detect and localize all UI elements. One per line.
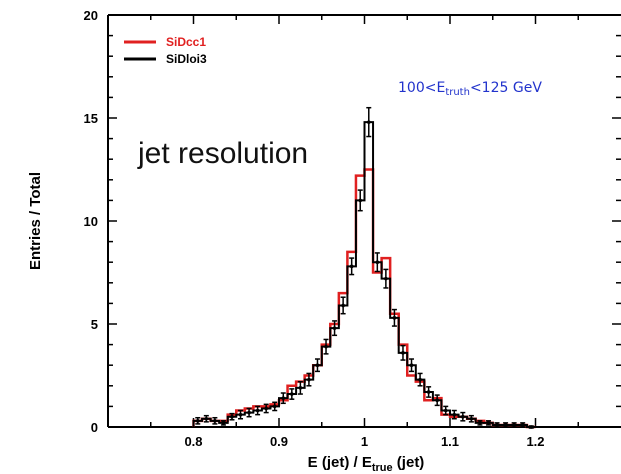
x-axis-title: E (jet) / Etrue (jet) bbox=[308, 454, 425, 474]
data-point-sidloi3 bbox=[495, 423, 499, 427]
x-tick-label: 1.1 bbox=[441, 434, 459, 449]
data-point-sidloi3 bbox=[332, 326, 337, 330]
data-point-sidloi3 bbox=[435, 398, 439, 403]
annotation-range-post: <125 GeV bbox=[470, 80, 542, 96]
data-point-sidloi3 bbox=[247, 410, 251, 415]
data-point-sidloi3 bbox=[512, 423, 516, 427]
data-point-sidloi3 bbox=[204, 416, 209, 421]
data-point-sidloi3 bbox=[358, 198, 363, 203]
data-point-sidloi3 bbox=[392, 316, 397, 320]
x-tick-label: 1.2 bbox=[526, 434, 544, 449]
annotation-range-sub: truth bbox=[445, 87, 470, 98]
y-axis-title: Entries / Total bbox=[27, 172, 44, 270]
annotation-energy-range: 100<Etruth<125 GeV bbox=[398, 80, 542, 98]
data-point-sidloi3 bbox=[315, 363, 320, 368]
data-point-sidloi3 bbox=[478, 421, 482, 425]
data-point-sidloi3 bbox=[443, 408, 448, 413]
y-tick-label: 20 bbox=[84, 8, 98, 23]
data-point-sidloi3 bbox=[307, 377, 311, 382]
data-point-sidloi3 bbox=[452, 412, 457, 417]
histogram-sidcc1 bbox=[192, 168, 536, 429]
data-point-sidloi3 bbox=[195, 419, 200, 423]
data-point-sidloi3 bbox=[366, 120, 371, 124]
histogram-series bbox=[192, 106, 536, 429]
y-axis-ticks: 0 5 10 15 20 bbox=[84, 8, 621, 435]
x-tick-label: 0.8 bbox=[184, 434, 202, 449]
y-tick-label: 5 bbox=[91, 317, 98, 332]
data-point-sidloi3 bbox=[230, 414, 234, 419]
data-point-sidloi3 bbox=[461, 414, 465, 419]
legend: SiDcc1 SiDloi3 bbox=[124, 35, 207, 66]
x-axis-title-main: E (jet) / E bbox=[308, 454, 372, 471]
data-point-sidloi3 bbox=[418, 377, 422, 382]
data-point-sidloi3 bbox=[221, 421, 226, 425]
data-point-sidloi3 bbox=[375, 260, 380, 265]
data-point-sidloi3 bbox=[529, 425, 534, 429]
legend-label-sidloi3: SiDloi3 bbox=[166, 52, 207, 66]
plot-frame bbox=[107, 14, 621, 428]
x-axis-title-sub: true bbox=[372, 462, 393, 474]
data-point-sidloi3 bbox=[213, 419, 217, 423]
data-point-sidloi3 bbox=[290, 392, 294, 396]
x-tick-label: 0.9 bbox=[270, 434, 288, 449]
y-tick-label: 0 bbox=[91, 420, 98, 435]
data-point-sidloi3 bbox=[520, 423, 525, 427]
data-point-sidloi3 bbox=[349, 264, 354, 269]
data-point-sidloi3 bbox=[409, 363, 414, 368]
data-point-sidloi3 bbox=[255, 408, 260, 413]
data-point-sidloi3 bbox=[298, 386, 303, 390]
data-point-sidloi3 bbox=[238, 412, 243, 417]
data-point-sidloi3 bbox=[324, 344, 328, 349]
data-point-sidloi3 bbox=[281, 396, 286, 400]
data-point-sidloi3 bbox=[384, 276, 388, 281]
data-point-sidloi3 bbox=[426, 390, 431, 394]
data-point-sidloi3 bbox=[469, 416, 474, 421]
data-point-sidloi3 bbox=[503, 423, 508, 427]
data-point-sidloi3 bbox=[272, 404, 277, 409]
x-axis-title-tail: (jet) bbox=[393, 454, 425, 471]
annotation-jet-resolution: jet resolution bbox=[137, 137, 308, 170]
data-point-sidloi3 bbox=[264, 406, 268, 411]
annotation-range-pre: 100<E bbox=[398, 80, 445, 96]
data-point-sidloi3 bbox=[401, 351, 405, 355]
y-tick-label: 10 bbox=[84, 214, 98, 229]
x-tick-label: 1 bbox=[361, 434, 368, 449]
legend-label-sidcc1: SiDcc1 bbox=[166, 35, 206, 49]
data-point-sidloi3 bbox=[341, 303, 345, 308]
data-point-sidloi3 bbox=[486, 421, 491, 425]
y-tick-label: 15 bbox=[84, 111, 98, 126]
